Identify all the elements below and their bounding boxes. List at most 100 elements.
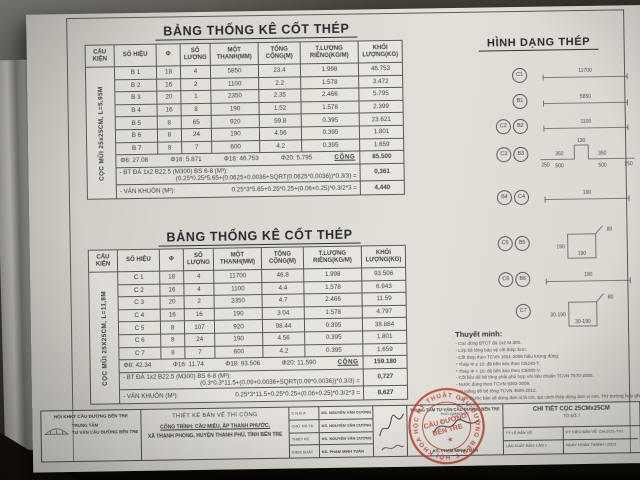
svg-text:30-190: 30-190	[575, 319, 591, 325]
shape-row: C3 B3 250 350 130 350 250 500 500	[454, 134, 640, 173]
project-line2: XÃ THẠNH PHONG, HUYỆN THẠNH PHÚ, TỈNH BẾ…	[147, 431, 283, 440]
svg-text:★: ★	[446, 435, 454, 444]
rebar-shape-drawing: 190	[545, 272, 631, 285]
rebar-shape-drawing: 250 350 130 350 250 500 500	[540, 138, 635, 169]
svg-text:250: 250	[541, 162, 550, 168]
column-header: SỐ HIỆU	[114, 44, 157, 67]
table1-container: CẤU KIỆN SỐ HIỆU Φ SỐ LƯỢNG MỘT THANH(MM) TỔN…	[84, 39, 405, 201]
scale-label: TỶ LỆ BẢN VẼ:	[503, 427, 564, 442]
title-block: HỘI KHKT CẦU ĐƯỜNG BẾN TRE TRUNG TÂM TƯ …	[40, 401, 640, 463]
table-cell: 11.59	[361, 292, 407, 306]
table-cell: 190	[211, 127, 260, 141]
summary-item: Φ16: 5.871	[170, 156, 202, 164]
table-cell: 1.578	[300, 100, 360, 115]
table-cell: 2350	[210, 89, 259, 104]
bar-mark-label: C1	[511, 67, 528, 83]
formula-wrap: - VÁN KHUÔN (M²): 0.25*3*5.65+0.25*0.25+(…	[120, 185, 357, 196]
table-cell: B 3	[114, 91, 157, 105]
role-label: CHỦ TRÌ TK	[289, 419, 319, 434]
table-cell: 20	[160, 295, 185, 309]
svg-text:11700: 11700	[578, 68, 592, 74]
table-cell: 600	[214, 345, 263, 359]
component-label: CỌC MŨI 25X25CM, L=11,8M	[88, 271, 120, 405]
table-cell: 4.56	[262, 331, 305, 346]
formula-label: - VÁN KHUÔN (M²):	[123, 392, 179, 401]
table-cell: 190	[210, 102, 260, 116]
table-cell: 1.578	[304, 305, 363, 320]
summary-cong-label: CỘNG	[334, 154, 356, 162]
table-cell: 4	[180, 65, 211, 79]
table-cell: 2.35	[258, 89, 301, 103]
names-column: KS. NGUYỄN VĂN CƯỜNG KS. NGUYỄN VĂN CƯỜNG…	[319, 406, 375, 458]
table-cell: 16	[160, 308, 185, 322]
rebar-shape-drawing: 1100	[543, 119, 629, 132]
column-header: KHỐI LƯỢNG(KG)	[358, 40, 403, 63]
table-cell: C 3	[118, 296, 161, 310]
column-header: CẤU KIỆN	[85, 44, 115, 68]
summary-item: Φ16: 11.74	[172, 361, 204, 369]
svg-text:250: 250	[624, 161, 633, 167]
table-cell: 23.621	[359, 112, 404, 126]
table-cell: 2.466	[303, 293, 363, 307]
column-header: MỘT THANH(MM)	[210, 42, 259, 66]
table-cell: 4	[183, 270, 214, 284]
bar-mark-label: C3	[496, 146, 512, 162]
table-cell: 11700	[213, 269, 262, 283]
table-cell: 0.395	[301, 125, 360, 140]
formula-expression: 0.25*3*5.65+0.25*0.25+(0.06+0.25)*0.3/2*…	[231, 184, 357, 194]
bar-mark-label: C2	[495, 118, 512, 134]
shape-label-box: C3 B3	[454, 146, 529, 162]
table-cell: 16	[159, 283, 185, 297]
table-cell: 0.395	[301, 138, 360, 153]
table-cell: 2.466	[300, 88, 359, 102]
svg-text:190: 190	[556, 244, 565, 250]
bar-mark-label: B1	[512, 93, 528, 109]
summary-item: Φ8: 27.08	[120, 157, 149, 165]
table-cell: 1.801	[362, 330, 407, 344]
shape-label-box: C1	[453, 67, 528, 83]
svg-text:80: 80	[608, 295, 614, 301]
doc-type: THIẾT KẾ BẢN VẼ THI CÔNG	[172, 412, 258, 420]
rebar-shape-drawing: 80 30-190 30-190	[550, 293, 614, 327]
bar-mark-label: B4	[496, 189, 513, 205]
table-cell: 4	[183, 282, 215, 296]
shape-label-box: C6 B6	[456, 271, 531, 287]
role-label: C.N.Đ.A	[289, 407, 319, 421]
table-cell: 2350	[214, 294, 263, 309]
bar-mark-label: B2	[512, 118, 529, 134]
table-cell: 3.04	[262, 306, 305, 320]
table-cell: 3.472	[358, 74, 403, 89]
svg-text:130: 130	[577, 138, 586, 144]
rebar-shape-drawing: 190	[544, 190, 630, 203]
bar-mark-label: B3	[513, 146, 529, 162]
summary-item: Φ20: 5.795	[280, 154, 313, 163]
red-round-stamp: HỘI KHOA HỌC KỸ THUẬT CẦU ĐƯỜNG BẾN TRE …	[398, 381, 489, 468]
shapes-diagram: C1 11700 B1 5850 C2 B2 1100 C3 B3 250 350 130 350 250…	[452, 33, 640, 336]
column-header: TỔNG CỘNG(M)	[261, 246, 304, 270]
bar-mark-label: B6	[515, 271, 531, 287]
steel-table-2: CẤU KIỆN SỐ HIỆU Φ SỐ LƯỢNG MỘT THANH(MM) TỔN…	[87, 244, 409, 406]
shape-row: C1 11700	[453, 63, 640, 86]
svg-text:500: 500	[555, 163, 564, 169]
shape-row: C7 80 30-190 30-190	[456, 287, 640, 334]
table-cell: 4.7	[262, 294, 305, 308]
table-cell: 8	[157, 116, 182, 130]
table-cell: B 6	[115, 129, 158, 143]
steel-table: CẤU KIỆN SỐ HIỆU Φ SỐ LƯỢNG MỘT THANH(MM) TỔN…	[84, 39, 405, 201]
table-cell: 4.2	[262, 344, 305, 358]
code-label: KÝ HIỆU BẢN VẼ: CM-2021-TV2	[563, 426, 638, 441]
table2-container: CẤU KIỆN SỐ HIỆU Φ SỐ LƯỢNG MỘT THANH(MM) TỔN…	[87, 244, 409, 406]
table-cell: 1.801	[359, 125, 404, 139]
summary-total: 159.180	[362, 355, 408, 369]
table-cell: 4.797	[362, 305, 407, 319]
bar-mark-label: C4	[513, 189, 530, 205]
summary-flex: Φ8: 42.34 Φ16: 11.74 Φ18: 93.506 Φ20: 11.59…	[120, 359, 363, 370]
shape-row: B4 C4 190	[455, 185, 640, 208]
formula-cell: - VÁN KHUÔN (M²): 0.25*3*11.5+0.25*0.25+(…	[119, 385, 364, 405]
table-cell: B 2	[114, 78, 157, 93]
table-cell: 4.4	[261, 281, 304, 295]
summary-total: 85.500	[359, 150, 404, 164]
table-cell: 600	[211, 140, 260, 154]
table-cell: 0.395	[304, 330, 363, 345]
table-cell: 2.399	[358, 100, 404, 114]
